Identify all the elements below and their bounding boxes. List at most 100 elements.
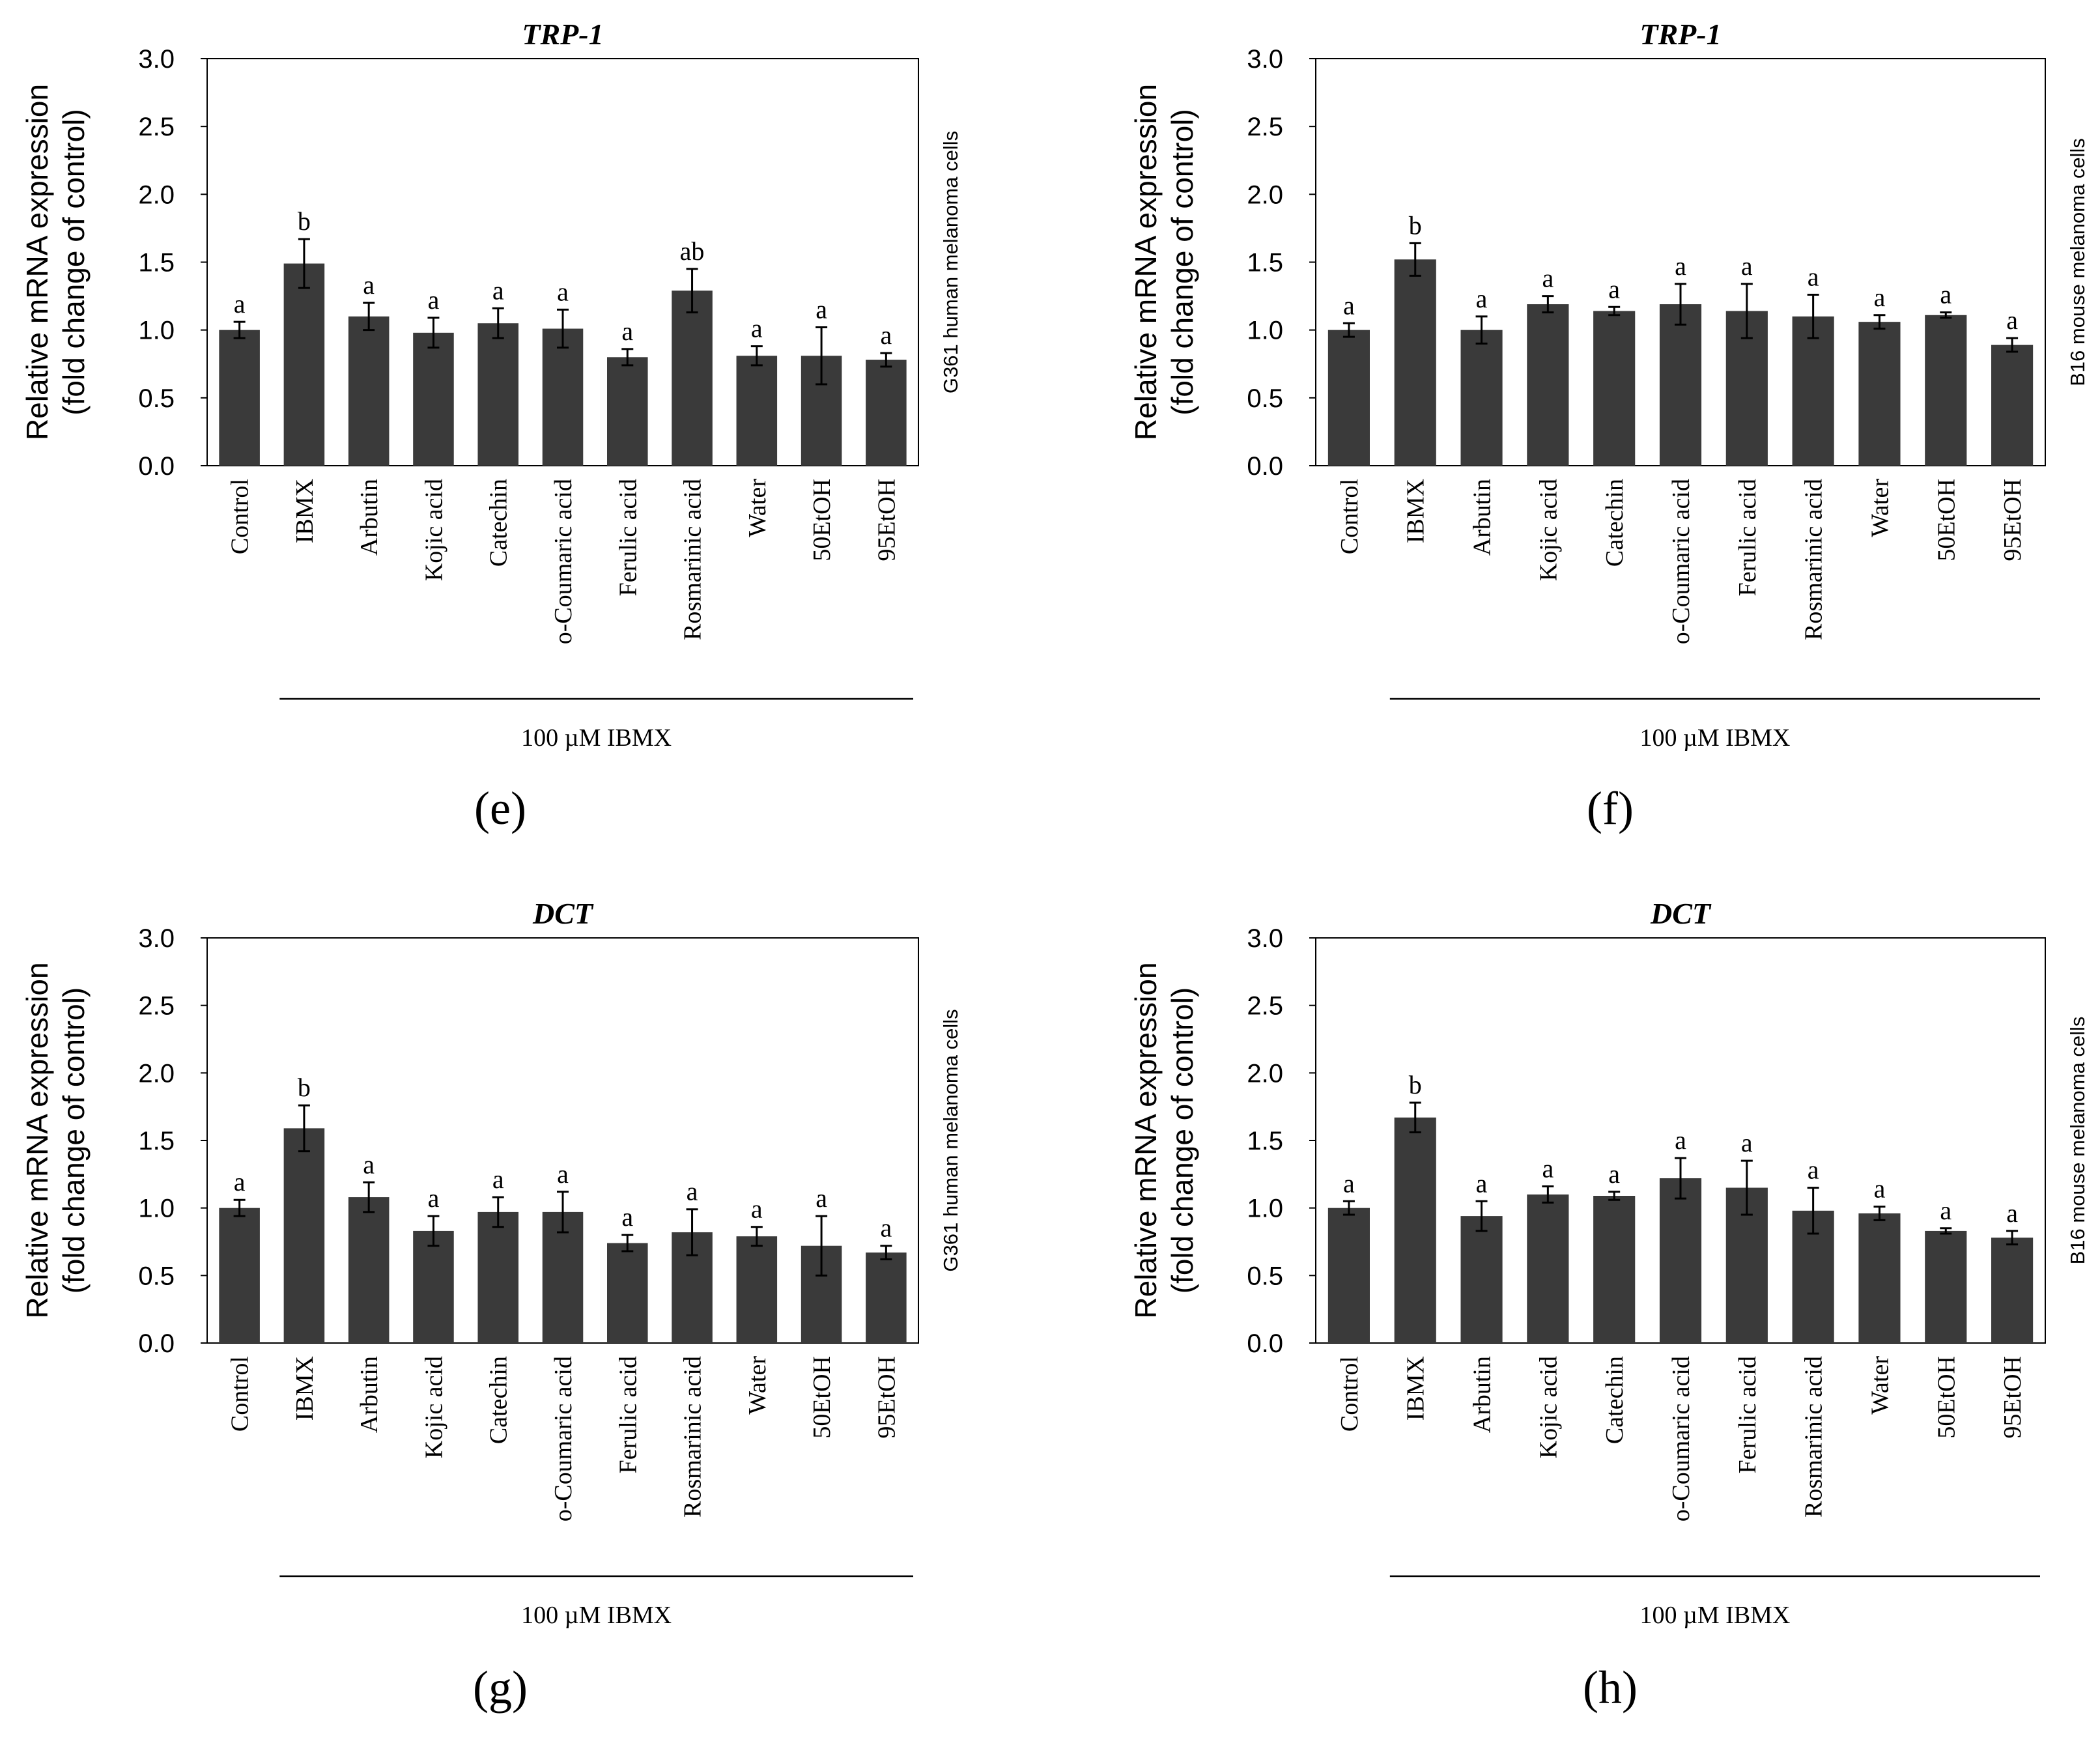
x-tick-label: 95EtOH	[873, 1356, 900, 1439]
y-tick-label: 0.5	[1247, 384, 1283, 413]
significance-letter: a	[363, 270, 375, 300]
significance-letter: a	[621, 317, 633, 346]
significance-letter: a	[1874, 1174, 1886, 1204]
significance-letter: a	[557, 1159, 569, 1189]
y-tick-label: 1.5	[138, 1127, 175, 1155]
bar	[1327, 1208, 1370, 1343]
y-tick-label: 3.0	[1247, 924, 1283, 953]
x-tick-label: 95EtOH	[873, 479, 900, 561]
significance-letter: a	[2006, 305, 2018, 335]
y-tick-label: 0.5	[138, 1262, 175, 1290]
treatment-label: 100 µM IBMX	[1639, 1602, 1790, 1629]
x-tick-label: Kojic acid	[1535, 479, 1562, 581]
bar	[1394, 259, 1436, 466]
cell-line-label: B16 mouse melanoma cells	[2066, 1017, 2089, 1265]
y-tick-label: 2.0	[138, 1059, 175, 1088]
bar	[413, 332, 454, 466]
x-tick-label: 50EtOH	[1933, 1356, 1960, 1439]
y-tick-label: 0.5	[1247, 1262, 1283, 1290]
significance-letter: a	[234, 1167, 246, 1196]
x-tick-label: o-Coumaric acid	[550, 1356, 577, 1521]
significance-letter: a	[1343, 290, 1355, 320]
y-axis-label: (fold change of control)	[57, 987, 91, 1294]
x-tick-label: Rosmarinic acid	[679, 1356, 707, 1518]
y-tick-label: 1.0	[1247, 1195, 1283, 1223]
y-tick-label: 2.5	[1247, 113, 1283, 141]
y-tick-label: 2.5	[138, 113, 175, 141]
bar	[1593, 1196, 1636, 1343]
cell-line-label: G361 human melanoma cells	[939, 131, 962, 393]
bar	[1991, 345, 2034, 466]
y-axis-label: (fold change of control)	[1165, 987, 1199, 1294]
bar	[283, 263, 325, 466]
bar	[413, 1230, 454, 1343]
x-tick-label: Arbutin	[1469, 479, 1496, 556]
cell-line-label: G361 human melanoma cells	[939, 1009, 962, 1271]
x-tick-label: Control	[1336, 479, 1363, 554]
significance-letter: a	[1741, 251, 1753, 281]
y-tick-label: 0.0	[1247, 452, 1283, 481]
bar	[542, 328, 584, 466]
chart-title: TRP-1	[522, 18, 603, 51]
bar	[1858, 1213, 1901, 1343]
x-tick-label: Arbutin	[1469, 1356, 1496, 1433]
x-tick-label: Ferulic acid	[614, 1356, 642, 1473]
chart-title: DCT	[1650, 897, 1712, 930]
y-axis-label: Relative mRNA expression	[1129, 962, 1163, 1318]
significance-letter: a	[234, 289, 246, 318]
significance-letter: a	[557, 277, 569, 306]
significance-letter: a	[363, 1150, 375, 1179]
x-tick-label: o-Coumaric acid	[550, 479, 577, 644]
y-axis-label: Relative mRNA expression	[20, 84, 54, 440]
x-tick-label: 50EtOH	[808, 1356, 836, 1439]
significance-letter: a	[816, 295, 827, 324]
significance-letter: a	[880, 1213, 892, 1243]
x-tick-label: Control	[1336, 1356, 1363, 1432]
bar	[1527, 1194, 1569, 1343]
significance-letter: a	[1808, 262, 1819, 292]
significance-letter: b	[298, 1073, 311, 1102]
bar	[1394, 1117, 1436, 1343]
bar	[219, 330, 260, 466]
bar	[866, 1252, 907, 1343]
bar	[1925, 315, 1967, 466]
panel-label: (h)	[1583, 1662, 1638, 1714]
x-tick-label: Catechin	[485, 1356, 513, 1444]
bar	[348, 316, 390, 466]
bar	[1858, 322, 1901, 466]
y-tick-label: 1.5	[1247, 249, 1283, 277]
y-tick-label: 1.0	[138, 1195, 175, 1223]
x-tick-label: Water	[744, 1356, 771, 1415]
bar	[477, 323, 518, 466]
significance-letter: a	[751, 1195, 763, 1224]
bar	[1327, 330, 1370, 466]
y-tick-label: 1.0	[1247, 317, 1283, 345]
x-tick-label: Kojic acid	[420, 479, 447, 581]
significance-letter: a	[428, 1183, 440, 1213]
x-tick-label: Ferulic acid	[1734, 479, 1761, 596]
significance-letter: b	[1409, 1070, 1422, 1099]
significance-letter: a	[1675, 251, 1686, 281]
significance-letter: a	[1343, 1168, 1355, 1198]
y-tick-label: 2.0	[1247, 180, 1283, 209]
y-tick-label: 1.5	[1247, 1127, 1283, 1155]
bar	[736, 356, 778, 466]
y-tick-label: 2.5	[1247, 992, 1283, 1021]
bar	[1460, 330, 1503, 466]
significance-letter: b	[298, 206, 311, 236]
cell-line-label: B16 mouse melanoma cells	[2066, 138, 2089, 386]
bar	[283, 1128, 325, 1343]
chart-panel-f: 0.0 0.5 1.0 1.5 2.0 2.5 3.0 Relative mRNA expre…	[1129, 18, 2089, 834]
x-tick-label: Catechin	[1601, 479, 1628, 567]
y-tick-label: 0.5	[138, 384, 175, 413]
panel-label: (f)	[1587, 782, 1634, 834]
significance-letter: a	[1476, 284, 1488, 313]
x-tick-label: IBMX	[1402, 479, 1430, 543]
panel-label: (g)	[473, 1662, 528, 1714]
significance-letter: a	[1542, 264, 1554, 293]
significance-letter: a	[751, 314, 763, 343]
x-tick-label: Water	[1866, 1356, 1894, 1415]
y-tick-label: 1.5	[138, 249, 175, 277]
bar	[672, 290, 713, 466]
